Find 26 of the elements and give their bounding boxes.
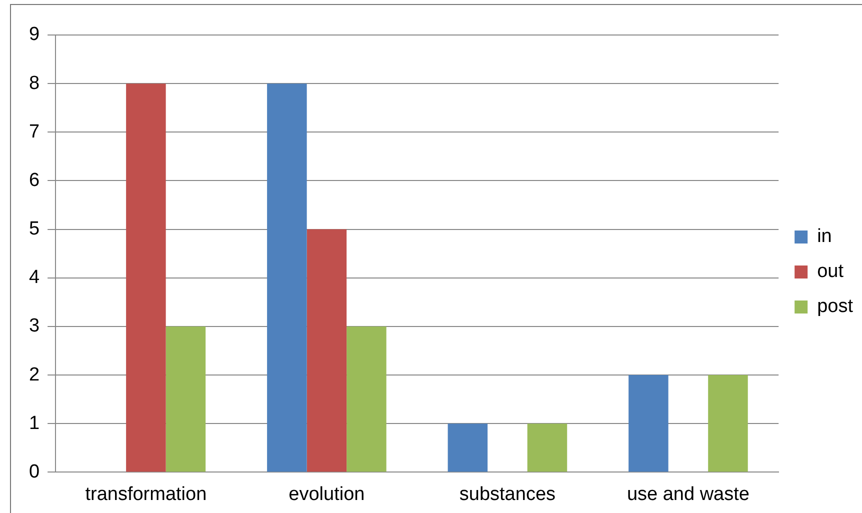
legend-label: out xyxy=(817,261,844,282)
legend-label: post xyxy=(817,296,854,318)
bar xyxy=(628,375,668,472)
legend-label: in xyxy=(817,226,832,248)
x-tick-label: use and waste xyxy=(626,484,750,505)
bar xyxy=(306,229,347,472)
bar xyxy=(346,326,386,472)
bar xyxy=(166,326,206,472)
y-tick-label: 2 xyxy=(28,364,40,386)
y-tick-label: 0 xyxy=(28,461,40,482)
x-tick-label: substances xyxy=(459,484,556,505)
y-tick-label: 5 xyxy=(28,218,40,240)
y-tick-label: 8 xyxy=(28,72,40,94)
bar xyxy=(527,424,568,472)
y-tick-label: 4 xyxy=(28,267,40,288)
bar xyxy=(126,84,166,472)
y-tick-label: 9 xyxy=(28,24,40,46)
y-tick-label: 1 xyxy=(28,412,40,434)
bar xyxy=(267,84,307,472)
bar xyxy=(708,375,748,472)
y-tick-label: 7 xyxy=(28,121,40,142)
x-tick-label: evolution xyxy=(288,484,365,505)
bar xyxy=(448,424,488,472)
y-tick-label: 3 xyxy=(28,316,40,337)
y-tick-label: 6 xyxy=(28,170,40,191)
x-tick-label: transformation xyxy=(85,484,207,505)
